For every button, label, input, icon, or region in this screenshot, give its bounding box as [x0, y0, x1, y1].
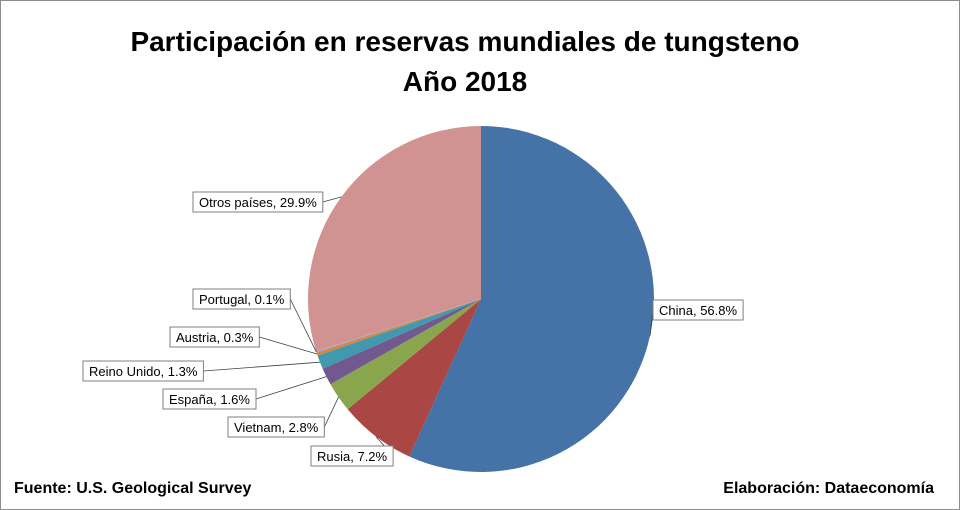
leader-line-austria: [259, 336, 318, 355]
data-label-box-china: [652, 299, 744, 321]
leader-line-vietnam: [323, 396, 339, 428]
chart-title: Participación en reservas mundiales de t…: [130, 26, 800, 57]
pie-slice-austria: [316, 299, 481, 356]
data-label-china: China, 56.8%: [659, 303, 737, 318]
data-label-rusia: Rusia, 7.2%: [317, 449, 388, 464]
leader-line-otros-paises: [322, 196, 342, 203]
data-label-portugal: Portugal, 0.1%: [199, 292, 285, 307]
leader-line-reino-unido: [203, 361, 320, 372]
data-label-box-portugal: [192, 288, 291, 310]
data-label-box-austria: [169, 326, 260, 348]
pie-slice-portugal: [316, 299, 481, 353]
pie-slice-vietnam: [330, 299, 481, 410]
data-label-austria: Austria, 0.3%: [176, 330, 254, 345]
credit-note: Elaboración: Dataeconomía: [723, 480, 934, 497]
data-label-reino-unido: Reino Unido, 1.3%: [89, 364, 198, 379]
pie-slice-espana: [322, 299, 481, 385]
chart-title-block: Participación en reservas mundiales de t…: [0, 22, 930, 102]
chart-subtitle: Año 2018: [402, 66, 528, 97]
data-label-otros-paises: Otros países, 29.9%: [199, 195, 317, 210]
source-note: Fuente: U.S. Geological Survey: [14, 480, 252, 497]
data-label-box-vietnam: [227, 416, 325, 438]
data-label-box-espana: [162, 388, 257, 410]
data-label-box-reino-unido: [82, 360, 204, 382]
data-labels: China, 56.8% Rusia, 7.2% Vietnam, 2.8% Espa…: [82, 191, 744, 467]
pie-slice-china: [409, 126, 654, 472]
pie-slice-rusia: [347, 299, 481, 457]
data-label-box-otros-paises: [192, 191, 324, 213]
pie-slice-otros-paises: [307, 125, 481, 352]
leader-line-portugal: [289, 298, 317, 353]
data-label-box-rusia: [310, 445, 394, 467]
pie-slices: [307, 125, 654, 472]
pie-slice-reino-unido: [317, 299, 481, 369]
leader-line-espana: [255, 376, 327, 400]
leader-lines: [203, 196, 654, 457]
data-label-vietnam: Vietnam, 2.8%: [234, 420, 319, 435]
data-label-espana: España, 1.6%: [169, 392, 250, 407]
